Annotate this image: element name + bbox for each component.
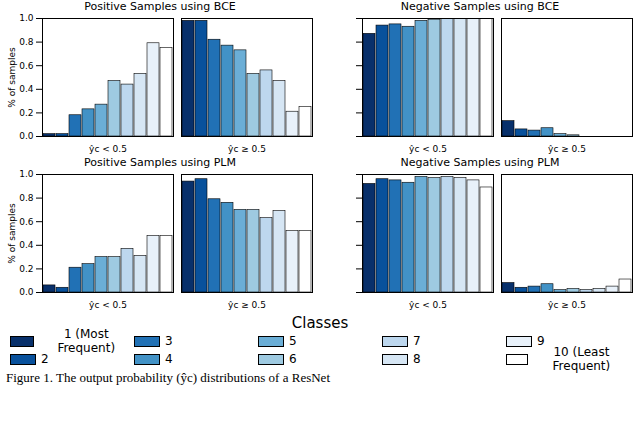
html-text:Positive Samples using BCE: Positive Samples using BCE bbox=[84, 0, 236, 13]
svg-text:1.0: 1.0 bbox=[19, 170, 34, 179]
svg-text:ŷc < 0.5: ŷc < 0.5 bbox=[89, 144, 127, 154]
html-text:3: 3 bbox=[165, 334, 173, 348]
html-text:Classes: Classes bbox=[291, 314, 349, 332]
svg-text:0.0: 0.0 bbox=[19, 131, 34, 141]
html-text:Negative Samples using PLM: Negative Samples using PLM bbox=[400, 156, 560, 169]
html-text:Negative Samples using BCE: Negative Samples using BCE bbox=[400, 0, 560, 13]
svg-text:ŷc < 0.5: ŷc < 0.5 bbox=[409, 300, 447, 310]
svg-text:ŷc ≥ 0.5: ŷc ≥ 0.5 bbox=[548, 144, 586, 154]
html-text:Positive Samples using PLM: Positive Samples using PLM bbox=[84, 156, 236, 169]
html-text:1 (Most Frequent): 1 (Most Frequent) bbox=[57, 327, 116, 355]
html-text:8: 8 bbox=[413, 352, 421, 366]
svg-text:0.2: 0.2 bbox=[19, 264, 33, 274]
html-text:10 (Least Frequent): 10 (Least Frequent) bbox=[552, 345, 611, 373]
svg-text:0.4: 0.4 bbox=[19, 84, 34, 94]
svg-text:0.6: 0.6 bbox=[19, 61, 34, 71]
html-text:6: 6 bbox=[289, 352, 297, 366]
svg-text:ŷc ≥ 0.5: ŷc ≥ 0.5 bbox=[548, 300, 586, 310]
svg-text:ŷc ≥ 0.5: ŷc ≥ 0.5 bbox=[228, 300, 266, 310]
svg-text:0.6: 0.6 bbox=[19, 217, 34, 227]
svg-text:0.8: 0.8 bbox=[19, 193, 34, 203]
svg-text:0.2: 0.2 bbox=[19, 108, 33, 118]
svg-text:ŷc < 0.5: ŷc < 0.5 bbox=[89, 300, 127, 310]
svg-text:% of samples: % of samples bbox=[7, 203, 17, 264]
html-text:2: 2 bbox=[41, 352, 49, 366]
svg-text:0.8: 0.8 bbox=[19, 37, 34, 47]
svg-text:% of samples: % of samples bbox=[7, 47, 17, 108]
html-text:4: 4 bbox=[165, 352, 173, 366]
svg-text:0.0: 0.0 bbox=[19, 287, 34, 297]
html-text:Figure 1. The output probabili: Figure 1. The output probability (ŷc) di… bbox=[6, 370, 330, 385]
svg-text:1.0: 1.0 bbox=[19, 14, 34, 23]
html-text:5: 5 bbox=[289, 334, 297, 348]
svg-text:ŷc < 0.5: ŷc < 0.5 bbox=[409, 144, 447, 154]
html-text:9: 9 bbox=[537, 334, 545, 348]
html-text:7: 7 bbox=[413, 334, 421, 348]
svg-text:0.4: 0.4 bbox=[19, 240, 34, 250]
svg-text:ŷc ≥ 0.5: ŷc ≥ 0.5 bbox=[228, 144, 266, 154]
